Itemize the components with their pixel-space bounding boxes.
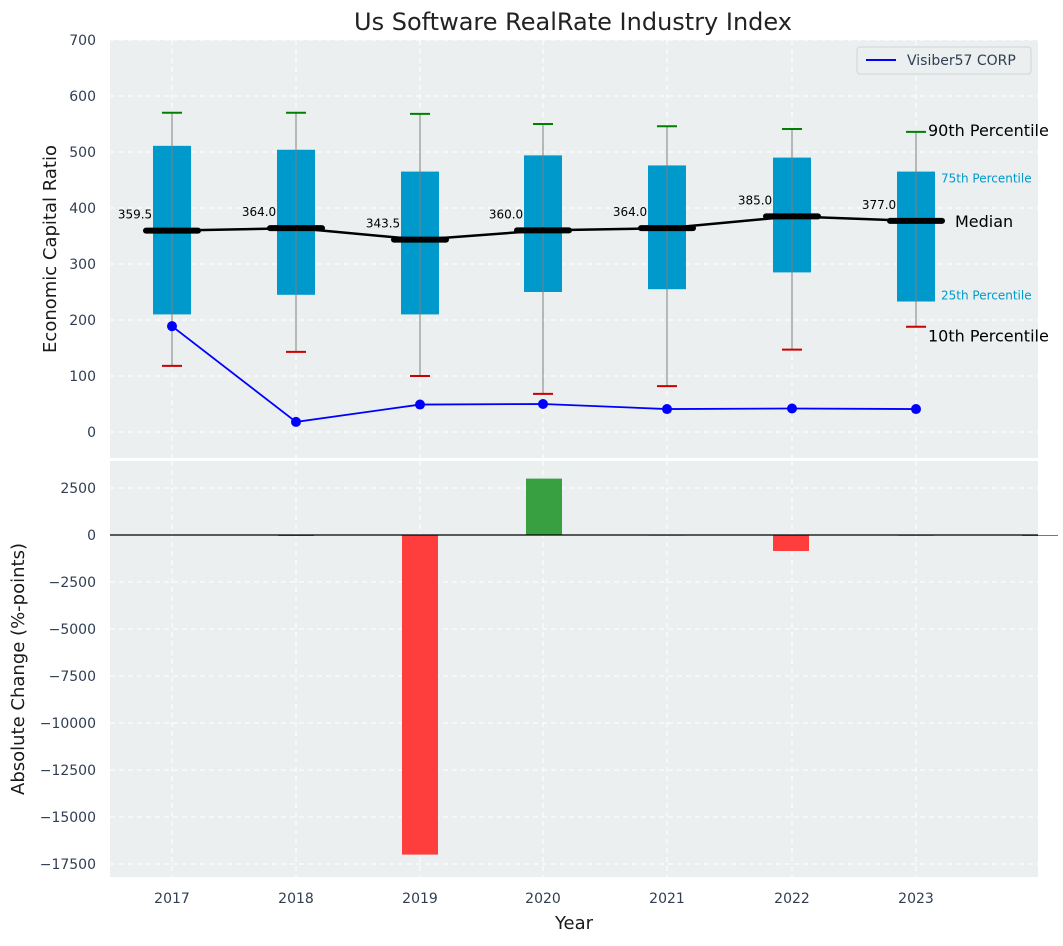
series-point: [415, 399, 425, 410]
x-tick-label: 2017: [154, 891, 190, 907]
median-value-label: 364.0: [613, 205, 647, 219]
annotation-p90: 90th Percentile: [928, 121, 1049, 140]
top-y-tick-labels: 0 100 200 300 400 500 600 700: [69, 33, 96, 441]
bottom-panel: 2500 0 −2500 −5000 −7500 −10000 −12500 −15000 −1…: [8, 461, 1058, 934]
top-y-tick-label: 200: [69, 313, 96, 329]
series-point: [662, 404, 672, 415]
x-tick-label: 2021: [649, 891, 685, 907]
median-value-label: 359.5: [118, 208, 152, 222]
x-tick-labels: 2017 2018 2019 2020 2021 2022 2023: [154, 891, 934, 907]
chart-title: Us Software RealRate Industry Index: [354, 8, 792, 36]
median-line: [171, 215, 917, 241]
bottom-y-tick-label: −17500: [40, 857, 96, 873]
annotation-p10: 10th Percentile: [928, 327, 1049, 346]
bottom-y-tick-label: −5000: [49, 622, 96, 638]
legend: Visiber57 CORP: [856, 46, 1032, 75]
series-point: [291, 416, 301, 427]
top-y-tick-label: 600: [69, 89, 96, 105]
bottom-y-tick-label: −2500: [49, 575, 96, 591]
median-value-label: 364.0: [242, 205, 276, 219]
legend-box: [856, 46, 1032, 75]
series-point: [911, 404, 921, 415]
legend-series-label: Visiber57 CORP: [907, 53, 1016, 69]
top-plot-background: [110, 40, 1038, 458]
series-point: [787, 403, 797, 414]
top-y-tick-label: 100: [69, 369, 96, 385]
bottom-y-axis-label: Absolute Change (%-points): [8, 543, 29, 795]
top-y-tick-label: 700: [69, 33, 96, 49]
x-tick-label: 2018: [278, 891, 314, 907]
x-tick-label: 2023: [898, 891, 934, 907]
top-y-tick-label: 500: [69, 145, 96, 161]
top-y-tick-label: 0: [87, 425, 96, 441]
series-point: [538, 399, 548, 409]
median-value-label: 343.5: [366, 217, 400, 231]
bottom-y-tick-label: 2500: [60, 481, 96, 497]
boxes-layer: 359.5 364.0 343.5 360.0 364.0 385.0 377.0: [118, 111, 945, 427]
series-point: [167, 321, 177, 332]
annotation-median: Median: [955, 212, 1013, 231]
median-value-label: 360.0: [489, 207, 523, 221]
change-bar: [773, 535, 809, 551]
x-tick-label: 2020: [525, 891, 561, 907]
change-bar: [526, 478, 562, 535]
annotation-p25: 25th Percentile: [941, 289, 1032, 303]
change-bar: [1022, 535, 1058, 536]
bottom-y-tick-label: 0: [87, 528, 96, 544]
bars-layer: [110, 478, 1058, 855]
change-bar: [402, 535, 438, 855]
bottom-y-tick-label: −12500: [40, 763, 96, 779]
median-value-label: 385.0: [738, 193, 772, 207]
x-tick-label: 2019: [402, 891, 438, 907]
annotation-p75: 75th Percentile: [941, 172, 1032, 186]
bottom-y-tick-label: −7500: [49, 669, 96, 685]
x-tick-label: 2022: [774, 891, 810, 907]
bottom-y-tick-labels: 2500 0 −2500 −5000 −7500 −10000 −12500 −15000 −1…: [40, 481, 96, 873]
top-y-tick-label: 300: [69, 257, 96, 273]
bottom-plot-background: [110, 461, 1038, 877]
top-panel: 0 100 200 300 400 500 600 700 359.5 364.0 343.5 36…: [40, 33, 1049, 458]
median-value-label: 377.0: [862, 198, 896, 212]
bottom-y-tick-label: −10000: [40, 716, 96, 732]
top-y-tick-label: 400: [69, 201, 96, 217]
x-axis-label: Year: [554, 913, 594, 934]
percentile-annotations: 90th Percentile 75th Percentile Median 25th…: [928, 121, 1049, 346]
top-y-axis-label: Economic Capital Ratio: [40, 145, 61, 353]
bottom-y-tick-label: −15000: [40, 810, 96, 826]
